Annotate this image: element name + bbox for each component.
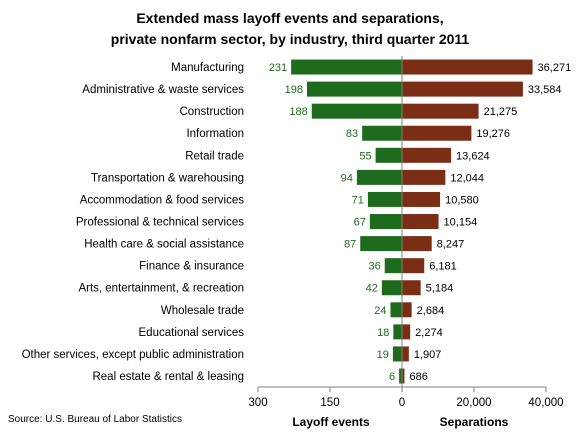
- layoff-events-bar: [381, 280, 402, 296]
- layoff-events-value-label: 6: [389, 371, 395, 383]
- separations-value-label: 12,044: [450, 172, 484, 184]
- separations-value-label: 19,276: [476, 128, 510, 140]
- separations-value-label: 2,274: [415, 327, 443, 339]
- category-label: Arts, entertainment, & recreation: [78, 283, 244, 295]
- category-label: Retail trade: [185, 150, 244, 162]
- layoff-events-bar: [369, 214, 402, 230]
- separations-tick-label: 40,000: [528, 397, 563, 409]
- layoff-events-bar: [367, 191, 402, 207]
- layoff-events-value-label: 71: [352, 194, 364, 206]
- chart-title: Extended mass layoff events and separati…: [0, 8, 580, 50]
- separations-value-label: 686: [409, 371, 427, 383]
- layoff-events-value-label: 67: [354, 217, 366, 229]
- separations-bar: [402, 236, 432, 252]
- separations-value-label: 6,181: [429, 261, 457, 273]
- chart-title-line-1: Extended mass layoff events and separati…: [136, 10, 444, 26]
- separations-bar: [402, 81, 523, 97]
- separations-bar: [402, 258, 425, 274]
- layoff-events-bar: [384, 258, 402, 274]
- layoff-events-bar: [390, 302, 402, 318]
- layoff-events-bar: [393, 324, 402, 340]
- layoff-events-bar: [311, 103, 402, 119]
- layoff-events-bar: [375, 147, 402, 163]
- separations-bar: [402, 191, 441, 207]
- layoff-events-bar: [399, 368, 402, 384]
- separations-value-label: 5,184: [426, 283, 454, 295]
- separations-bar: [402, 103, 479, 119]
- layoff-events-value-label: 188: [289, 106, 307, 118]
- category-label: Educational services: [139, 327, 245, 339]
- layoff-events-value-label: 55: [359, 150, 371, 162]
- separations-axis-title: Separations: [440, 415, 509, 429]
- layoff-events-bar: [356, 169, 402, 185]
- separations-value-label: 2,684: [417, 305, 445, 317]
- separations-bar: [402, 169, 446, 185]
- layoff-events-axis-title: Layoff events: [292, 415, 370, 429]
- category-label: Real estate & rental & leasing: [92, 371, 244, 383]
- layoff-events-value-label: 36: [368, 261, 380, 273]
- category-label: Other services, except public administra…: [22, 349, 244, 361]
- separations-bar: [402, 302, 412, 318]
- layoff-events-value-label: 19: [377, 349, 389, 361]
- layoff-events-bar: [306, 81, 402, 97]
- separations-value-label: 10,154: [444, 217, 478, 229]
- layoff-events-tick-label: 150: [320, 397, 339, 409]
- layoff-events-value-label: 198: [285, 84, 303, 96]
- category-label: Finance & insurance: [139, 261, 244, 273]
- category-label: Construction: [179, 106, 244, 118]
- separations-value-label: 33,584: [528, 84, 562, 96]
- layoff-events-value-label: 42: [366, 283, 378, 295]
- separations-bar: [402, 368, 405, 384]
- source-note: Source: U.S. Bureau of Labor Statistics: [8, 414, 182, 425]
- layoff-events-bar: [291, 59, 402, 75]
- category-label: Information: [186, 128, 244, 140]
- separations-bar: [402, 346, 409, 362]
- separations-bar: [402, 214, 439, 230]
- layoff-events-tick-label: 300: [248, 397, 267, 409]
- layoff-events-value-label: 83: [346, 128, 358, 140]
- layoff-events-value-label: 18: [377, 327, 389, 339]
- category-label: Transportation & warehousing: [91, 172, 244, 184]
- category-label: Administrative & waste services: [82, 84, 244, 96]
- category-label: Professional & technical services: [76, 217, 244, 229]
- separations-value-label: 36,271: [538, 62, 572, 74]
- separations-value-label: 10,580: [445, 194, 479, 206]
- chart-title-line-2: private nonfarm sector, by industry, thi…: [110, 31, 470, 47]
- layoff-events-value-label: 94: [341, 172, 353, 184]
- separations-bar: [402, 324, 411, 340]
- layoff-events-bar: [360, 236, 402, 252]
- layoff-events-bar: [392, 346, 402, 362]
- separations-bar: [402, 125, 472, 141]
- category-label: Manufacturing: [171, 62, 244, 74]
- separations-bar: [402, 147, 452, 163]
- separations-bar: [402, 59, 533, 75]
- separations-value-label: 1,907: [414, 349, 442, 361]
- separations-value-label: 8,247: [437, 239, 465, 251]
- layoff-events-value-label: 231: [269, 62, 287, 74]
- separations-value-label: 21,275: [484, 106, 518, 118]
- category-label: Accommodation & food services: [80, 194, 245, 206]
- layoff-events-tick-label: 0: [399, 397, 405, 409]
- layoff-events-value-label: 87: [344, 239, 356, 251]
- layoff-events-bar: [362, 125, 402, 141]
- separations-value-label: 13,624: [456, 150, 490, 162]
- separations-bar: [402, 280, 421, 296]
- category-label: Wholesale trade: [161, 305, 244, 317]
- layoff-events-value-label: 24: [374, 305, 386, 317]
- category-label: Health care & social assistance: [84, 239, 244, 251]
- separations-tick-label: 20,000: [456, 397, 491, 409]
